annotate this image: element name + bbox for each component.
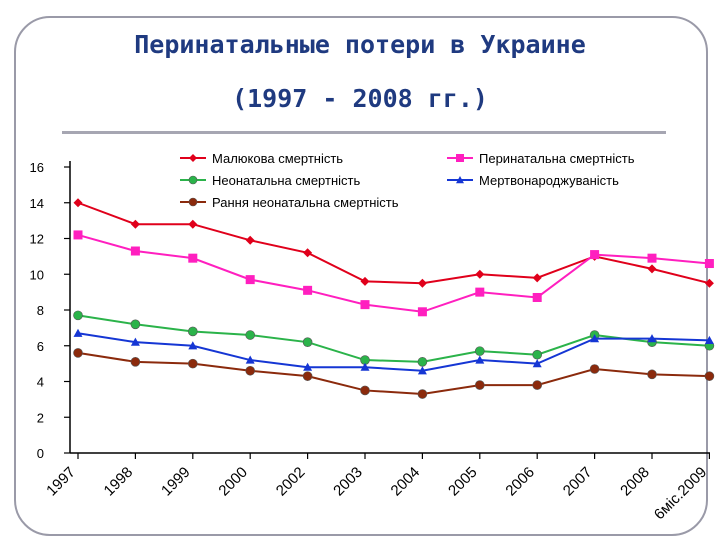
data-point-s5: [188, 358, 198, 369]
data-point-s2: [73, 230, 83, 240]
data-point-s1: [188, 219, 198, 229]
data-point-s3: [532, 349, 543, 360]
x-tick-label: 2003: [330, 464, 366, 500]
data-point-s5: [589, 364, 600, 374]
data-point-s2: [417, 307, 427, 317]
data-point-s3: [130, 319, 141, 330]
x-tick-label: 2000: [215, 464, 251, 500]
legend-label: Рання неонатальна смертність: [212, 195, 399, 210]
data-point-s4: [590, 334, 600, 343]
data-point-s1: [475, 269, 485, 279]
data-point-s1: [303, 248, 313, 258]
slide-title: Перинатальные потери в Украине: [134, 30, 586, 59]
y-tick-label: 8: [37, 303, 44, 318]
data-point-s2: [130, 246, 140, 256]
y-tick-label: 10: [30, 267, 44, 282]
x-tick-label: 2004: [388, 464, 424, 500]
data-point-s4: [360, 362, 370, 371]
data-point-s4: [475, 355, 485, 364]
x-tick-label: 2002: [273, 464, 309, 500]
series-line-1: [77, 201, 710, 285]
y-tick-label: 12: [30, 232, 44, 247]
x-tick-label: 2008: [617, 464, 653, 500]
data-point-s4: [245, 355, 255, 364]
series-line-4: [77, 332, 710, 372]
data-point-s5: [474, 380, 485, 390]
data-point-s5: [130, 357, 141, 367]
data-point-s1: [360, 276, 370, 286]
data-point-s3: [73, 310, 83, 321]
data-point-s5: [73, 348, 83, 358]
data-point-s2: [360, 300, 370, 310]
series-line-3: [77, 314, 710, 363]
y-tick-label: 14: [30, 196, 44, 211]
x-tick-label: 1998: [101, 464, 137, 500]
y-tick-label: 2: [37, 410, 44, 425]
x-tick-label: 1997: [43, 464, 79, 500]
data-point-s2: [647, 253, 657, 263]
legend-marker: [189, 154, 197, 162]
y-tick-label: 0: [37, 446, 44, 461]
x-tick-label: 2006: [502, 464, 538, 500]
data-point-s2: [303, 285, 313, 295]
data-point-s1: [704, 278, 714, 288]
legend-label: Малюкова смертність: [212, 151, 343, 166]
legend-marker: [456, 176, 464, 184]
title-divider: [62, 131, 666, 134]
legend-marker: [456, 154, 464, 162]
slide-subtitle: (1997 - 2008 гг.): [232, 84, 488, 113]
data-point-s3: [188, 326, 198, 337]
x-tick-label: 2005: [445, 464, 481, 500]
data-point-s1: [417, 278, 427, 288]
data-point-s5: [532, 380, 543, 390]
data-point-s5: [704, 371, 715, 381]
data-point-s5: [647, 369, 657, 380]
y-tick-label: 4: [37, 375, 44, 390]
x-tick-label: 2007: [560, 464, 596, 500]
slide-frame: [14, 16, 708, 536]
data-point-s4: [73, 328, 83, 337]
x-tick-label: 6міс.2009: [651, 464, 710, 523]
legend-label: Мертвонароджуваність: [479, 173, 619, 188]
data-point-s4: [532, 359, 542, 368]
data-point-s1: [73, 198, 83, 208]
data-point-s1: [130, 219, 140, 229]
data-point-s4: [130, 337, 140, 346]
series-line-5: [77, 351, 710, 396]
data-point-s4: [188, 341, 198, 350]
y-tick-label: 6: [37, 339, 44, 354]
data-point-s4: [704, 335, 714, 344]
y-tick-label: 16: [30, 160, 44, 175]
data-point-s5: [245, 365, 255, 376]
data-point-s1: [647, 264, 657, 274]
data-point-s5: [360, 385, 370, 396]
data-point-s2: [475, 287, 485, 297]
data-point-s4: [303, 362, 313, 371]
x-tick-label: 1999: [158, 464, 194, 500]
data-point-s4: [647, 334, 657, 343]
data-point-s3: [245, 330, 255, 340]
data-point-s1: [532, 273, 542, 283]
data-point-s2: [188, 253, 198, 263]
data-point-s5: [417, 389, 428, 399]
data-point-s5: [302, 371, 313, 381]
data-point-s1: [245, 235, 255, 245]
data-point-s3: [474, 346, 485, 356]
series-line-2: [77, 233, 710, 313]
legend-marker: [188, 175, 198, 185]
data-point-s2: [704, 259, 714, 269]
data-point-s2: [532, 292, 542, 302]
data-point-s2: [245, 275, 255, 285]
data-point-s3: [417, 357, 428, 367]
data-point-s2: [590, 250, 600, 260]
legend-marker: [188, 197, 198, 207]
data-point-s3: [302, 337, 313, 347]
data-point-s4: [417, 366, 427, 375]
legend-label: Неонатальна смертність: [212, 173, 360, 188]
legend-label: Перинатальна смертність: [479, 151, 635, 166]
